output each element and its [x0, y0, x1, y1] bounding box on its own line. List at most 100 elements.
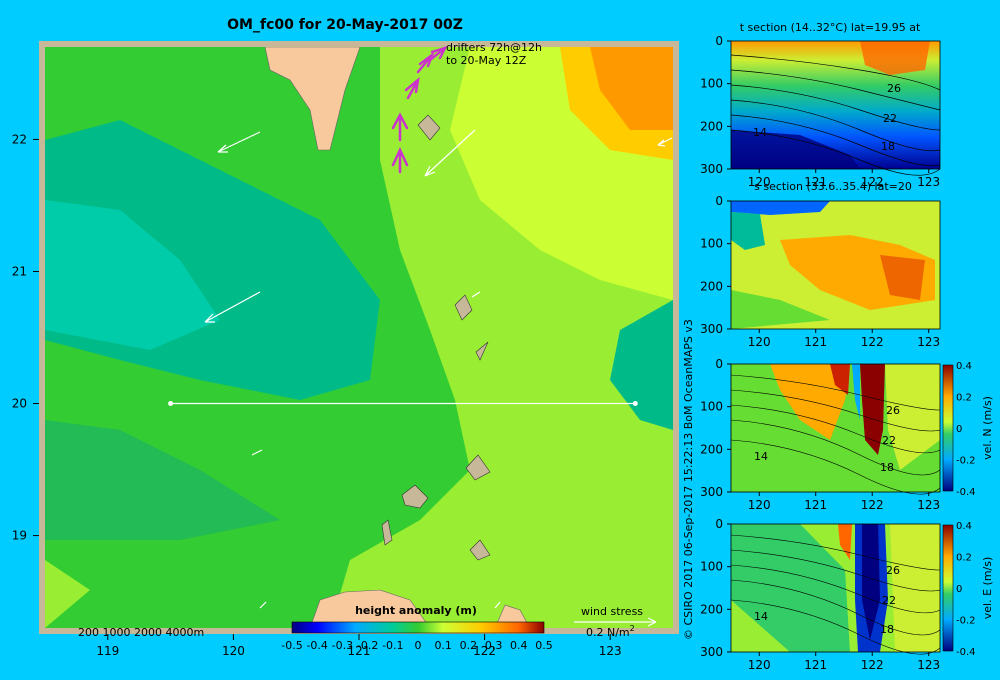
- section-y-tick-label: 100: [700, 400, 723, 414]
- vn-section-jet-2: [860, 364, 885, 455]
- t-contour-2: [730, 69, 941, 111]
- wind-arrow-6: [471, 291, 481, 298]
- map-title: OM_fc00 for 20-May-2017 00Z: [227, 17, 463, 33]
- vn-label-22: 22: [882, 434, 896, 447]
- s-section-axes: 120 121 122 123 0 100 200 300: [700, 194, 940, 349]
- ve-contour-4: [730, 579, 941, 636]
- s-section-green-deep: [731, 290, 830, 329]
- vel-colorbar-tick-label: -0.4: [956, 487, 976, 498]
- wind-arrow-7: [259, 601, 267, 609]
- s-section-panel: s section (33.6..35.4) lat=20 120 121 122 1…: [700, 180, 941, 349]
- t-section-warm-core: [860, 41, 930, 75]
- vn-contour-3: [730, 404, 941, 454]
- vn-contour-4: [730, 419, 941, 476]
- colorbar-tick-label: 0.2: [460, 639, 478, 652]
- ve-colorbar: 0.4 0.2 0 -0.2 -0.4: [942, 521, 976, 658]
- stress-arrows: [204, 129, 673, 609]
- map-y-tick-label: 22: [12, 132, 27, 146]
- drifters-label-1: drifters 72h@12h: [446, 41, 542, 54]
- section-x-tick-label: 120: [748, 335, 771, 349]
- vn-section-right: [885, 364, 940, 470]
- ve-contour-1: [730, 534, 941, 571]
- section-x-tick-label: 123: [917, 498, 940, 512]
- t-section-contours: [730, 54, 941, 176]
- wind-arrow-4: [657, 137, 673, 147]
- t-label-14: 14: [753, 126, 767, 139]
- island-5: [401, 484, 429, 509]
- map-x-tick-label: 119: [96, 644, 119, 658]
- vn-section-blue: [852, 364, 860, 420]
- t-label-22: 22: [883, 112, 897, 125]
- ve-section-right: [890, 524, 940, 652]
- map-x-tick-label: 120: [222, 644, 245, 658]
- map-field-cyan: [45, 200, 220, 350]
- section-y-tick-label: 200: [700, 442, 723, 456]
- vel-colorbar-tick-label: -0.2: [956, 456, 976, 467]
- ve-section-contours: [730, 534, 941, 655]
- section-x-tick-label: 123: [917, 335, 940, 349]
- colorbar-tick-label: -0.3: [332, 639, 353, 652]
- island-1: [417, 114, 441, 141]
- map-x-tick-label: 122: [473, 644, 496, 658]
- drifter-tracks: [391, 45, 448, 174]
- section-y-tick-label: 0: [715, 194, 723, 208]
- t-label-26: 26: [887, 82, 901, 95]
- ve-label-26: 26: [886, 564, 900, 577]
- vn-section-contours: [730, 374, 941, 495]
- wind-stress-key: wind stress 0.2 N/m2: [574, 605, 657, 639]
- height-colorbar: height anomaly (m) -0.5 -0.4 -0.3 -0.2 -0.1 0…: [281, 604, 552, 652]
- section-x-tick-label: 121: [804, 658, 827, 672]
- ve-contour-2: [730, 549, 941, 592]
- map-field-green-dark: [45, 420, 280, 540]
- vel-colorbar-tick-label: 0: [956, 424, 962, 435]
- vel-colorbar-tick-label: 0: [956, 584, 962, 595]
- luzon-land: [309, 589, 431, 628]
- t-section-cold-core: [731, 130, 860, 169]
- section-y-tick-label: 300: [700, 162, 723, 176]
- section-y-tick-label: 100: [700, 560, 723, 574]
- section-y-tick-label: 0: [715, 517, 723, 531]
- t-contour-5: [730, 114, 941, 167]
- t-contour-4: [730, 99, 941, 152]
- section-y-tick-label: 100: [700, 77, 723, 91]
- section-x-tick-label: 120: [748, 658, 771, 672]
- section-line: [168, 401, 638, 407]
- wind-arrow-8: [494, 601, 501, 609]
- section-x-tick-label: 120: [748, 175, 771, 189]
- ve-contour-5: [730, 599, 941, 655]
- t-section-frame: [730, 40, 941, 170]
- vel-colorbar-tick-label: -0.2: [956, 616, 976, 627]
- vel-colorbar-tick-label: -0.4: [956, 647, 976, 658]
- vn-contour-2: [730, 389, 941, 432]
- colorbar-tick-label: 0.3: [485, 639, 503, 652]
- section-y-tick-label: 300: [700, 645, 723, 659]
- ve-label-22: 22: [882, 594, 896, 607]
- colorbar-tick-label: -0.1: [382, 639, 403, 652]
- main-map: OM_fc00 for 20-May-2017 00Z: [12, 17, 679, 658]
- wind-stress-arrow: [574, 617, 657, 627]
- island-2: [454, 294, 473, 321]
- section-x-tick-label: 121: [804, 335, 827, 349]
- map-y-tick-label: 19: [12, 529, 27, 543]
- drifters-label-2: to 20-May 12Z: [446, 54, 527, 67]
- map-field-yellow3: [45, 560, 90, 628]
- vn-label-26: 26: [886, 404, 900, 417]
- colorbar-label: height anomaly (m): [355, 604, 477, 617]
- vn-section-axes: 120 121 122 123 0 100 200 300: [700, 357, 940, 512]
- vn-colorbar: 0.4 0.2 0 -0.2 -0.4: [942, 361, 976, 498]
- s-section-fresh-left: [731, 212, 765, 250]
- credit-text: © CSIRO 2017 06-Sep-2017 15:22:13 BoM Oc…: [682, 319, 695, 640]
- ve-section-green: [731, 524, 850, 652]
- map-x-tick-label: 121: [348, 644, 371, 658]
- island-6: [381, 519, 393, 546]
- ve-label-18: 18: [880, 623, 894, 636]
- t-label-18: 18: [881, 140, 895, 153]
- s-section-frame: [730, 200, 941, 330]
- map-x-ticks: 119 120 121 122 123: [96, 634, 622, 658]
- section-y-tick-label: 300: [700, 485, 723, 499]
- ve-colorbar-label: vel. E (m/s): [981, 557, 994, 620]
- wind-arrow-2: [424, 129, 476, 177]
- section-y-tick-label: 100: [700, 237, 723, 251]
- colorbar-tick-label: -0.2: [357, 639, 378, 652]
